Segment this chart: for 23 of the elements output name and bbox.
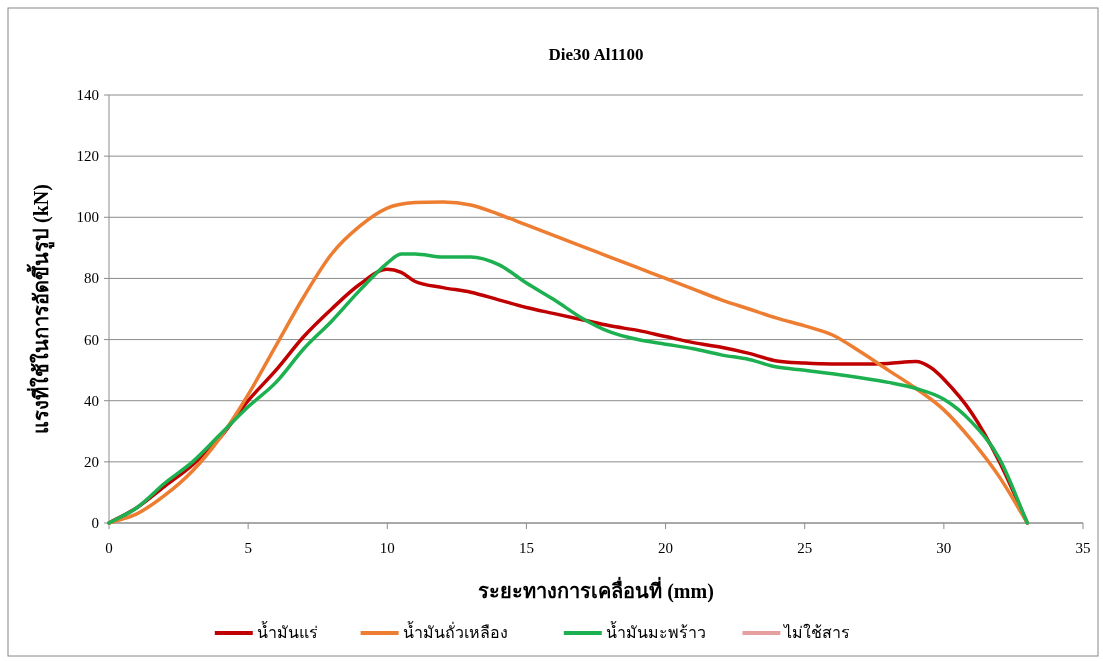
y-tick-label: 20 <box>84 453 99 470</box>
x-tick-label: 35 <box>1075 540 1091 556</box>
x-axis-title: ระยะทางการเคลื่อนที่ (mm) <box>478 576 714 603</box>
y-tick-label: 120 <box>76 148 99 165</box>
legend-label: ไม่ใช้สาร <box>782 623 851 641</box>
legend-label: น้ำมันถั่วเหลือง <box>402 621 508 641</box>
y-axis-title: แรงที่ใช้ในการอัดขึ้นรูป (kN) <box>26 184 55 434</box>
y-tick-label: 60 <box>84 331 99 348</box>
x-tick-label: 5 <box>244 540 252 556</box>
chart-title: Die30 Al1100 <box>548 45 644 64</box>
y-tick-label: 100 <box>76 209 99 226</box>
legend-label: น้ำมันมะพร้าว <box>605 621 706 641</box>
x-tick-label: 15 <box>518 540 534 556</box>
x-tick-label: 25 <box>797 540 813 556</box>
x-tick-label: 30 <box>936 540 952 556</box>
y-tick-label: 140 <box>76 87 99 103</box>
x-tick-label: 0 <box>105 540 113 556</box>
y-tick-label: 0 <box>91 515 99 531</box>
x-tick-label: 10 <box>379 540 395 556</box>
x-tick-label: 20 <box>658 540 674 556</box>
y-tick-label: 80 <box>84 270 99 287</box>
legend-label: น้ำมันแร่ <box>256 621 318 641</box>
y-tick-label: 40 <box>84 392 99 409</box>
